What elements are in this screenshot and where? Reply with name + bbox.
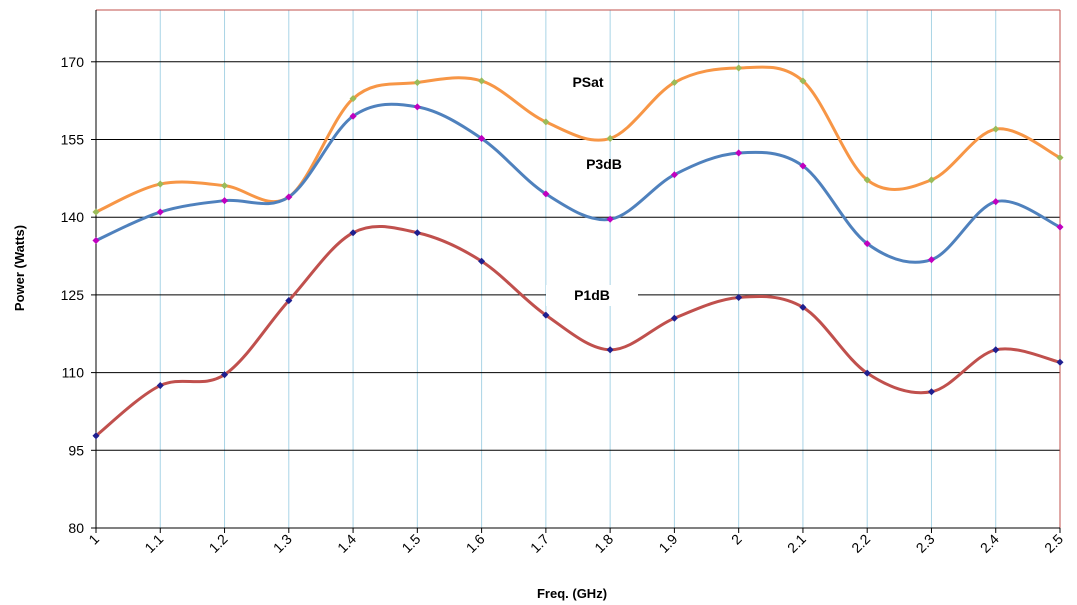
series-line-p3db [94,102,1062,264]
x-axis-title: Freq. (GHz) [537,586,607,601]
x-tick-label: 1.3 [270,531,295,556]
data-point-p1db [606,346,614,354]
data-point-p3db [670,171,678,179]
data-point-p1db [349,229,357,237]
data-point-psat [413,78,421,87]
data-point-psat [542,118,550,126]
y-axis-title: Power (Watts) [12,225,27,311]
data-point-p1db [799,303,807,311]
data-point-p1db [542,311,550,319]
x-tick-label: 1.7 [527,531,552,556]
data-point-p3db [799,162,807,170]
data-point-psat [927,176,936,184]
data-point-psat [992,125,1000,133]
y-tick-label: 170 [61,54,85,70]
x-tick-label: 1.5 [398,531,423,556]
y-tick-label: 140 [61,209,85,225]
data-point-p3db [927,256,936,264]
x-tick-label: 2.4 [977,531,1002,556]
data-point-psat [670,78,678,87]
data-point-p1db [220,371,229,379]
data-point-p1db [285,297,293,305]
data-point-p3db [92,236,100,245]
series-label-p3db: P3dB [586,156,622,172]
series-labels: PSat P3dB P1dB [546,74,638,306]
data-markers [92,64,1064,440]
y-tick-label: 110 [62,365,85,381]
data-point-p1db [413,229,421,237]
y-tick-label: 80 [68,520,84,536]
series-label-psat: PSat [572,74,603,90]
data-point-p3db [478,134,486,142]
data-point-p3db [285,193,293,201]
data-point-psat [349,95,357,103]
series-lines [94,65,1062,438]
x-tick-label: 1.1 [141,531,166,556]
data-point-psat [863,176,871,184]
data-point-psat [799,77,807,85]
x-tick-label: 2.1 [784,531,809,556]
data-point-p3db [735,149,743,157]
data-point-psat [156,180,164,188]
data-point-p3db [606,215,614,223]
data-point-psat [735,64,743,72]
x-tick-label: 1.9 [655,531,680,556]
data-point-p3db [156,208,164,216]
data-point-p1db [670,314,678,322]
x-tick-label: 2.5 [1041,531,1066,556]
data-point-p3db [413,103,421,111]
x-tick-label: 1.6 [463,531,488,556]
x-tick-label: 1.4 [334,531,359,556]
series-line-p1db [94,225,1062,438]
data-point-p3db [349,112,357,120]
data-point-p1db [92,432,100,440]
x-tick-label: 1.2 [206,531,231,556]
data-point-p1db [863,369,871,377]
series-label-background [546,285,638,306]
x-tick-label: 2 [728,531,745,548]
data-point-p1db [927,388,936,396]
data-point-p1db [1056,358,1064,366]
series-label-p1db: P1dB [574,287,610,303]
data-point-p1db [735,293,743,302]
x-tick-label: 1 [85,531,102,548]
data-point-p3db [542,190,550,198]
series-line-psat [94,65,1062,214]
data-point-p3db [992,198,1000,206]
x-tick-label: 1.8 [591,531,616,556]
data-point-psat [92,208,100,216]
y-tick-label: 155 [61,132,85,148]
data-point-p3db [220,197,229,205]
data-point-p1db [992,346,1000,354]
y-tick-label: 95 [68,442,84,458]
data-point-p1db [156,382,164,390]
x-tick-label: 2.3 [913,531,938,556]
data-point-psat [478,77,486,85]
data-point-p1db [478,257,486,265]
y-tick-label: 125 [61,287,85,303]
data-point-psat [606,134,614,142]
grid [91,9,1061,533]
x-tick-label: 2.2 [848,531,873,556]
data-point-p3db [863,240,871,248]
data-point-psat [220,182,229,190]
